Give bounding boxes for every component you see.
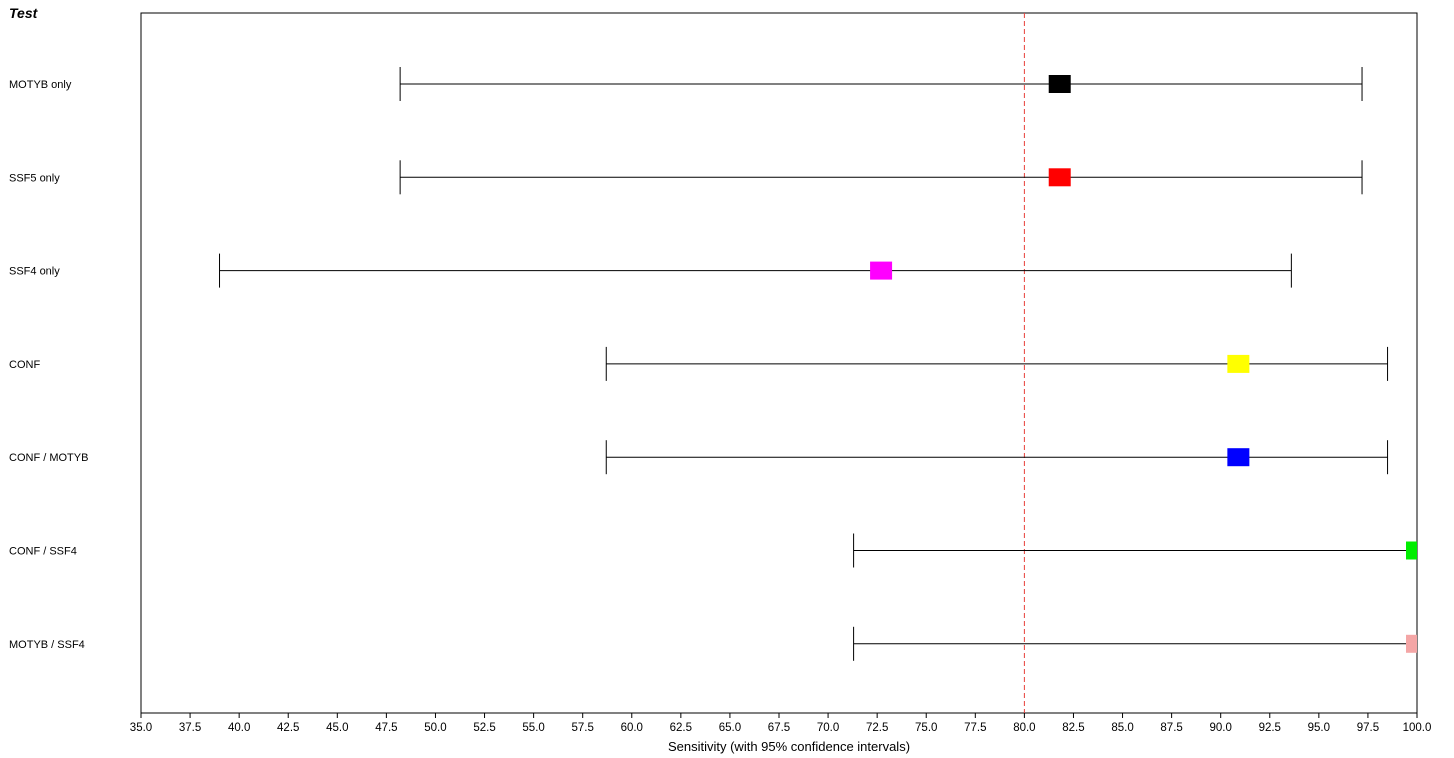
x-tick-label: 55.0 bbox=[522, 722, 544, 734]
plot-frame bbox=[140, 12, 1418, 714]
x-tick-label: 95.0 bbox=[1308, 722, 1330, 734]
x-tick-label: 80.0 bbox=[1013, 722, 1035, 734]
x-tick-label: 82.5 bbox=[1062, 722, 1084, 734]
row-label: MOTYB / SSF4 bbox=[9, 639, 85, 651]
x-tick-label: 97.5 bbox=[1357, 722, 1379, 734]
row-label: CONF / MOTYB bbox=[9, 452, 88, 464]
x-tick-label: 45.0 bbox=[326, 722, 348, 734]
point-estimate-marker bbox=[1048, 168, 1071, 187]
x-tick-label: 62.5 bbox=[670, 722, 692, 734]
point-estimate-marker bbox=[1227, 448, 1250, 467]
x-tick-label: 100.0 bbox=[1403, 722, 1432, 734]
x-tick-label: 67.5 bbox=[768, 722, 790, 734]
x-tick-label: 72.5 bbox=[866, 722, 888, 734]
point-estimate-marker bbox=[870, 261, 893, 280]
x-tick-label: 57.5 bbox=[571, 722, 593, 734]
row-label: SSF5 only bbox=[9, 172, 60, 184]
x-tick-label: 35.0 bbox=[130, 722, 152, 734]
x-tick-label: 92.5 bbox=[1259, 722, 1281, 734]
x-tick-label: 77.5 bbox=[964, 722, 986, 734]
x-tick-label: 65.0 bbox=[719, 722, 741, 734]
x-axis-label: Sensitivity (with 95% confidence interva… bbox=[668, 739, 910, 754]
row-label: MOTYB only bbox=[9, 79, 72, 91]
x-tick-label: 87.5 bbox=[1160, 722, 1182, 734]
row-label: SSF4 only bbox=[9, 266, 60, 278]
x-tick-label: 47.5 bbox=[375, 722, 397, 734]
x-tick-label: 37.5 bbox=[179, 722, 201, 734]
x-tick-label: 50.0 bbox=[424, 722, 446, 734]
x-tick-label: 40.0 bbox=[228, 722, 250, 734]
point-estimate-marker bbox=[1227, 354, 1250, 373]
x-tick-label: 70.0 bbox=[817, 722, 839, 734]
row-label: CONF bbox=[9, 359, 40, 371]
chart-title: Test bbox=[9, 5, 38, 21]
point-estimate-marker bbox=[1048, 75, 1071, 93]
x-tick-label: 52.5 bbox=[473, 722, 495, 734]
x-tick-label: 42.5 bbox=[277, 722, 299, 734]
x-tick-label: 60.0 bbox=[621, 722, 643, 734]
x-tick-label: 90.0 bbox=[1209, 722, 1231, 734]
x-tick-label: 85.0 bbox=[1111, 722, 1133, 734]
point-estimate-marker bbox=[1406, 541, 1417, 560]
x-tick-label: 75.0 bbox=[915, 722, 937, 734]
point-estimate-marker bbox=[1406, 634, 1417, 653]
row-label: CONF / SSF4 bbox=[9, 546, 77, 558]
